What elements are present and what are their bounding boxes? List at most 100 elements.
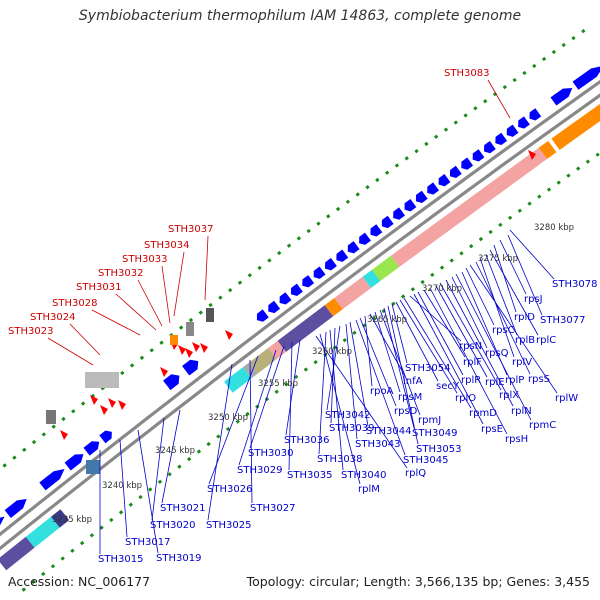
cds-arrow xyxy=(438,174,451,187)
cds-label: rpmD xyxy=(469,408,497,419)
tick-dot xyxy=(434,134,439,139)
tick-dot xyxy=(326,214,331,219)
cds-arrow xyxy=(381,215,394,229)
cds-label: rplP xyxy=(505,375,524,386)
feature-block xyxy=(249,347,277,374)
cds-arrow xyxy=(370,224,383,237)
label-leader xyxy=(469,264,558,394)
tick-dot xyxy=(541,56,547,62)
cds-label: rplX xyxy=(499,390,519,401)
tick-dot xyxy=(566,173,571,178)
tick-dot xyxy=(61,416,66,422)
label-leader xyxy=(119,439,128,538)
tick-dot xyxy=(186,456,192,462)
tick-dot xyxy=(527,201,532,206)
tick-dot xyxy=(414,148,419,154)
tick-dot xyxy=(225,426,231,432)
tick-dot xyxy=(443,127,449,132)
tick-dot xyxy=(537,194,542,199)
cds-arrow xyxy=(302,275,315,288)
cds-arrow xyxy=(325,258,337,271)
rna-label: STH3031 xyxy=(76,282,121,293)
cds-label: STH3038 xyxy=(317,454,362,465)
label-leader xyxy=(151,417,165,521)
tick-dot xyxy=(473,106,478,111)
rna-marker xyxy=(90,395,98,405)
label-leader xyxy=(499,239,527,295)
tick-dot xyxy=(51,424,56,429)
cds-arrow xyxy=(347,241,360,254)
cds-label: rpsH xyxy=(505,434,528,445)
feature-block xyxy=(538,140,557,159)
feature-block xyxy=(277,305,334,352)
label-leader xyxy=(493,244,517,313)
cds-arrow xyxy=(256,309,269,322)
cds-arrow xyxy=(393,207,405,220)
rna-marker xyxy=(200,343,208,353)
tick-dot xyxy=(352,330,357,335)
tick-dot xyxy=(167,472,172,477)
label-leader xyxy=(417,291,464,376)
label-leader xyxy=(364,315,373,387)
cds-arrow xyxy=(4,498,27,518)
tick-dot xyxy=(316,221,321,226)
label-leader xyxy=(423,289,466,358)
label-leader xyxy=(207,363,233,521)
tick-dot xyxy=(439,265,445,270)
label-leader xyxy=(439,282,502,391)
scale-label: 3275 kbp xyxy=(478,254,518,264)
cds-label: STH3015 xyxy=(98,554,143,565)
label-leader xyxy=(465,267,495,326)
rna-marker xyxy=(225,330,233,340)
tick-dot xyxy=(138,494,143,500)
tick-dot xyxy=(345,199,351,204)
cds-arrow xyxy=(506,124,519,137)
cds-arrow xyxy=(449,165,462,179)
label-leader xyxy=(445,279,514,407)
tick-dot xyxy=(31,439,37,445)
cds-label: rplD xyxy=(514,312,535,323)
label-leader xyxy=(161,265,171,324)
scale-label: 3245 kbp xyxy=(155,446,195,456)
feature-block xyxy=(390,147,547,267)
cds-label: rpsN xyxy=(459,341,482,352)
cds-label: rpsD xyxy=(394,406,418,417)
rna-marker xyxy=(118,400,126,410)
cds-label: rplO xyxy=(455,393,476,404)
label-leader xyxy=(485,254,518,336)
feature-block xyxy=(224,367,252,393)
rna-label: STH3023 xyxy=(8,326,53,337)
genome-summary: Topology: circular; Length: 3,566,135 bp… xyxy=(246,574,590,589)
scale-label: 3280 kbp xyxy=(534,223,574,233)
tick-dot xyxy=(576,166,581,171)
tick-dot xyxy=(498,222,503,227)
tick-dot xyxy=(267,258,272,263)
tick-dot xyxy=(306,228,311,234)
label-leader xyxy=(249,345,285,449)
cds-label: STH3021 xyxy=(160,503,205,514)
tick-dot xyxy=(70,548,75,553)
cds-label: rplQ xyxy=(405,468,426,479)
label-leader xyxy=(137,279,163,327)
tick-dot xyxy=(79,540,85,546)
cds-arrow xyxy=(39,469,65,491)
label-leader xyxy=(288,341,293,471)
label-leader xyxy=(379,309,421,416)
cds-arrow xyxy=(268,300,281,314)
tick-dot xyxy=(507,215,513,220)
tick-dot xyxy=(459,251,464,256)
tick-dot xyxy=(41,432,47,437)
tick-dot xyxy=(159,340,164,345)
scale-label: 3240 kbp xyxy=(102,481,142,491)
cds-label: STH3040 xyxy=(341,470,386,481)
tick-dot xyxy=(237,280,243,285)
rna-marker xyxy=(108,398,116,408)
tick-dot xyxy=(235,419,240,424)
rna-marker xyxy=(528,150,536,160)
cds-label: STH3036 xyxy=(284,435,329,446)
rna-marker xyxy=(178,345,186,355)
cds-label: STH3045 xyxy=(403,455,448,466)
cds-arrow xyxy=(336,249,349,262)
scale-label: 3235 kbp xyxy=(52,515,92,525)
tick-dot xyxy=(149,348,154,353)
